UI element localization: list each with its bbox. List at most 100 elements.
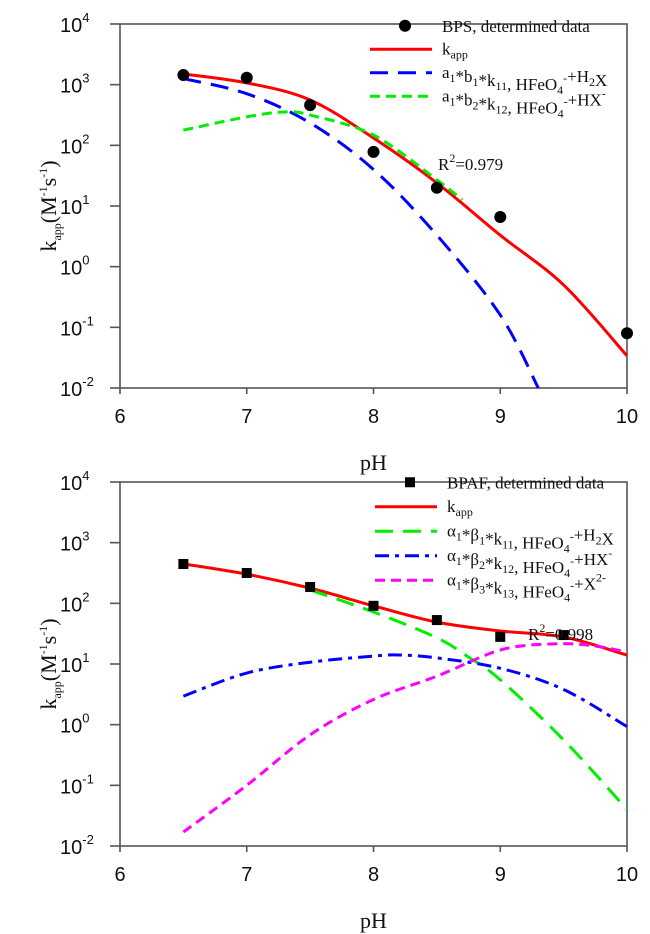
legend-text-sub: 1	[473, 75, 479, 89]
data-point	[367, 145, 380, 158]
y-tick-base: 10	[60, 473, 82, 495]
legend-text-sup: -	[608, 546, 612, 560]
y-tick-base: 10	[60, 136, 82, 158]
legend-text-main: , HFeO	[514, 533, 564, 552]
y-label-part: (M	[36, 654, 61, 681]
legend-text-sub: 1	[450, 94, 456, 108]
data-point	[305, 581, 316, 592]
x-axis-label: pH	[360, 908, 387, 933]
legend-text-main: a	[442, 63, 450, 82]
legend-text-main: *b	[456, 90, 473, 109]
legend-label: α1*β1*k11, HFeO4-+H2X	[447, 521, 614, 555]
legend-marker	[405, 477, 415, 488]
y-label-part: s	[36, 178, 61, 187]
annotation-sup: 2	[539, 621, 545, 635]
y-tick-exponent: 0	[82, 253, 89, 268]
legend-text-main: a	[442, 86, 450, 105]
y-tick-base: 10	[60, 76, 82, 98]
legend-text-main: +HX	[574, 550, 608, 569]
legend-text-main: α	[447, 521, 456, 540]
x-tick-label: 10	[616, 864, 638, 886]
y-tick-exponent: 2	[82, 589, 89, 604]
y-tick-label: 104	[60, 10, 89, 37]
x-tick-label: 7	[241, 864, 252, 886]
annotation-sup: 2	[449, 151, 455, 165]
y-tick-label: 101	[60, 192, 89, 219]
legend-label: α1*β2*k12, HFeO4-+HX-	[447, 546, 612, 580]
y-tick-base: 10	[60, 15, 82, 37]
legend-text-sub: 4	[564, 590, 570, 604]
x-tick-label: 6	[114, 864, 125, 886]
legend-text-sub: app	[456, 505, 473, 519]
x-tick-label: 10	[616, 406, 638, 428]
y-label-part: s	[36, 636, 61, 645]
x-tick-label: 9	[495, 406, 506, 428]
y-tick-base: 10	[60, 197, 82, 219]
y-tick-exponent: 4	[82, 468, 89, 483]
series-line-3	[182, 642, 628, 834]
annotation-main: R	[438, 155, 450, 174]
legend-text-main: *k	[485, 578, 503, 597]
legend-text-main: α	[447, 570, 456, 589]
y-tick-exponent: -1	[82, 313, 94, 328]
legend-text-main: *k	[479, 71, 497, 90]
legend-text-sub: 1	[450, 71, 456, 85]
legend-text-main: *k	[485, 554, 503, 573]
legend-text-sub: 3	[479, 582, 485, 596]
legend-text-sub: 2	[473, 98, 479, 112]
x-tick-label: 8	[368, 406, 379, 428]
y-label-k: k	[36, 699, 61, 710]
legend-text-sub: 4	[564, 566, 570, 580]
x-tick-label: 9	[495, 864, 506, 886]
legend-text-sub: 1	[456, 554, 462, 568]
series-line-1	[309, 588, 629, 811]
legend-text-sub: 12	[496, 102, 508, 116]
legend-text-main: α	[447, 546, 456, 565]
y-tick-label: 103	[60, 529, 89, 556]
series-line-2	[182, 653, 628, 728]
legend-label: BPAF, determined data	[447, 473, 605, 492]
y-tick-exponent: 0	[82, 711, 89, 726]
y-tick-base: 10	[60, 534, 82, 556]
y-tick-label: 10-1	[60, 771, 94, 798]
y-axis-label: kapp(M-1s-1)	[36, 160, 64, 251]
data-point	[431, 615, 442, 626]
legend-text-main: *b	[456, 67, 473, 86]
series-line-1	[183, 77, 540, 389]
y-label-sup: -1	[36, 644, 50, 654]
legend-text-main: +X	[574, 574, 596, 593]
legend-text-sub: 13	[502, 586, 514, 600]
y-tick-exponent: 1	[82, 192, 89, 207]
annotation-main: R	[528, 625, 540, 644]
legend-label: kapp	[442, 39, 468, 61]
legend-text-sub: 12	[502, 562, 514, 576]
y-tick-label: 100	[60, 253, 89, 280]
legend-text-main: , HFeO	[508, 98, 558, 117]
y-tick-base: 10	[60, 318, 82, 340]
legend-text-sup: -	[564, 94, 568, 108]
r-squared-annotation: R2=0.998	[528, 621, 593, 644]
legend-text-sub: 11	[496, 79, 508, 93]
legend-text-sub: 4	[558, 106, 564, 120]
y-tick-base: 10	[60, 776, 82, 798]
legend-text-sub: 1	[456, 578, 462, 592]
y-tick-label: 10-2	[60, 374, 94, 401]
annotation-rest: =0.998	[545, 625, 593, 644]
y-tick-label: 10-2	[60, 832, 94, 859]
data-point	[430, 181, 443, 194]
y-tick-exponent: -1	[82, 771, 94, 786]
x-tick-label: 8	[368, 864, 379, 886]
y-label-part: )	[36, 160, 61, 167]
legend-text-sub: 1	[479, 533, 485, 547]
y-tick-label: 10-1	[60, 313, 94, 340]
legend-text-sup: -	[570, 554, 574, 568]
legend-label: α1*β3*k13, HFeO4-+X2-	[447, 570, 606, 604]
legend-text-sub: 2	[596, 533, 602, 547]
legend-text-sub: 11	[502, 537, 514, 551]
series-line-2	[183, 110, 464, 202]
annotation-rest: =0.979	[455, 155, 503, 174]
